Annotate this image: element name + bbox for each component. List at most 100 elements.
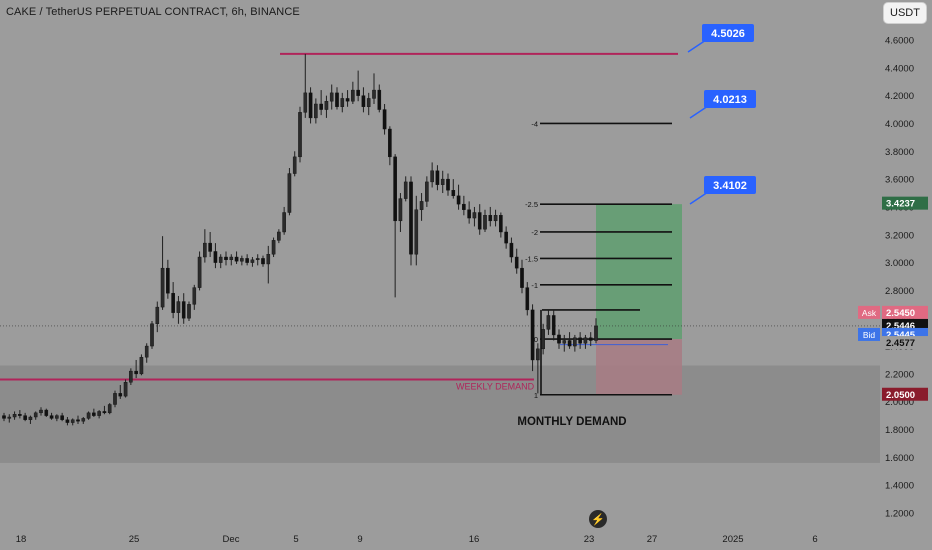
monthly-demand-label: MONTHLY DEMAND <box>517 416 626 428</box>
candle-body <box>23 415 27 420</box>
candle-body <box>118 393 123 397</box>
candle-body <box>414 209 419 255</box>
candle-body <box>462 203 466 210</box>
monthly-demand-zone <box>0 365 880 463</box>
x-axis-tick-label: 5 <box>293 534 298 545</box>
candle-body <box>499 215 503 233</box>
candle-body <box>573 337 577 347</box>
candle-body <box>234 256 239 262</box>
candle-body <box>229 256 234 261</box>
candle-body <box>134 370 138 375</box>
target-callout-text: 4.5026 <box>711 28 745 40</box>
candle-body <box>557 334 561 344</box>
candle-body <box>361 95 366 107</box>
candle-body <box>44 409 49 416</box>
candle-body <box>287 173 292 213</box>
candle-body <box>430 170 434 183</box>
candle-body <box>536 348 540 361</box>
candle-body <box>181 301 186 319</box>
candle-body <box>546 315 551 330</box>
y-axis-tick-label: 3.0000 <box>885 258 914 269</box>
x-axis-tick-label: Dec <box>223 534 240 545</box>
x-axis-tick-label: 23 <box>584 534 595 545</box>
candle-body <box>150 323 154 347</box>
candle-body <box>541 329 545 350</box>
price-tag <box>882 387 928 401</box>
candle-body <box>139 356 144 375</box>
candle-body <box>107 404 112 414</box>
y-axis-tick-label: 4.4000 <box>885 63 914 74</box>
candle-body <box>240 258 244 262</box>
candle-body <box>451 190 456 197</box>
candle-body <box>520 267 524 288</box>
candle-body <box>255 258 260 261</box>
candle-body <box>18 414 22 416</box>
y-axis-tick-label: 3.2000 <box>885 230 914 241</box>
y-axis-tick-label: 4.2000 <box>885 91 914 102</box>
price-tag-value: 2.5446 <box>886 321 915 332</box>
candle-body <box>567 340 572 347</box>
candle-body <box>160 267 165 308</box>
candle-body <box>81 418 86 422</box>
candle-body <box>298 112 302 158</box>
y-axis-tick-label: 4.0000 <box>885 119 914 130</box>
candle-body <box>113 393 117 405</box>
candle-body <box>488 215 493 222</box>
candle-body <box>208 242 212 252</box>
y-axis-tick-label: 1.2000 <box>885 509 914 520</box>
candle-body <box>345 98 350 102</box>
candle-body <box>303 92 308 113</box>
loss-zone <box>596 339 682 395</box>
currency-button[interactable]: USDT <box>883 2 927 24</box>
candle-body <box>129 370 133 383</box>
candle-body <box>187 304 191 319</box>
candle-body <box>472 212 477 219</box>
candle-body <box>197 256 202 288</box>
target-callout-pointer <box>689 191 709 205</box>
candle-body <box>224 256 228 261</box>
fib-level-label: 0 <box>534 335 538 344</box>
price-tag-label-box <box>858 305 880 319</box>
fib-level-label: -1.5 <box>525 254 538 263</box>
target-callout-box <box>702 24 754 42</box>
candle-body <box>530 309 535 361</box>
price-tag-value: 3.4237 <box>886 199 915 210</box>
candle-body <box>55 415 59 419</box>
candle-body <box>483 215 487 230</box>
candle-body <box>477 212 482 230</box>
price-tag <box>882 336 928 350</box>
candle-body <box>409 181 413 255</box>
candle-body <box>102 411 107 414</box>
candle-body <box>467 209 471 219</box>
target-callout-pointer <box>687 39 707 53</box>
x-axis-tick-label: 27 <box>647 534 658 545</box>
candle-body <box>49 415 54 419</box>
candle-body <box>7 416 12 419</box>
y-axis-tick-label: 1.8000 <box>885 425 914 436</box>
candle-body <box>366 98 371 107</box>
price-tag <box>882 196 928 210</box>
candle-body <box>351 89 355 102</box>
weekly-demand-label: WEEKLY DEMAND <box>456 381 535 391</box>
tradingview-logo-icon[interactable]: ⚡ <box>589 510 607 528</box>
candle-body <box>382 109 387 130</box>
candle-body <box>192 287 197 305</box>
fib-level-label: -1 <box>531 281 538 290</box>
candle-body <box>514 256 519 269</box>
target-callout-text: 3.4102 <box>713 180 747 192</box>
candle-body <box>76 419 80 422</box>
target-callout-text: 4.0213 <box>713 94 747 106</box>
candle-body <box>324 101 329 110</box>
candle-body <box>509 242 514 258</box>
candle-body <box>144 345 149 358</box>
price-tag-label-box <box>858 327 880 341</box>
candle-body <box>282 212 286 233</box>
y-axis-tick-label: 1.4000 <box>885 481 914 492</box>
candle-body <box>166 267 170 294</box>
fib-level-label: -2.5 <box>525 200 538 209</box>
candle-body <box>250 259 255 263</box>
x-axis-tick-label: 18 <box>16 534 27 545</box>
candle-body <box>329 92 334 102</box>
candle-body <box>403 181 408 199</box>
